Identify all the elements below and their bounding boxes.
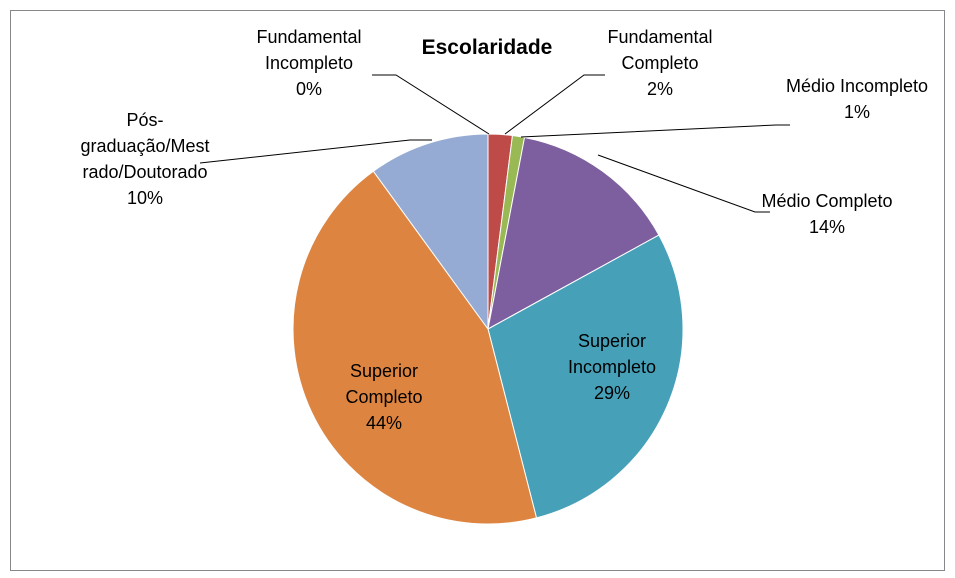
data-label: Superior Incompleto 29%	[537, 328, 687, 406]
slice-category: Médio Incompleto	[785, 76, 929, 96]
data-label: Pós-graduação/Mestrado/Doutorado 10%	[80, 107, 210, 211]
slice-category: Superior Incompleto	[567, 331, 657, 377]
slice-value: 29%	[593, 383, 631, 403]
slice-category: Superior Completo	[345, 361, 423, 407]
slice-category: Pós-graduação/Mestrado/Doutorado	[80, 110, 210, 182]
data-label: Médio Completo 14%	[752, 188, 902, 240]
slice-value: 1%	[843, 102, 870, 122]
leader-line	[372, 74, 490, 135]
pie-slice	[487, 136, 660, 330]
slice-value: 14%	[808, 217, 846, 237]
slice-category: Médio Completo	[761, 191, 893, 211]
leader-line	[199, 139, 432, 164]
slice-category: Fundamental Completo	[607, 27, 713, 73]
slice-category: Fundamental Incompleto	[256, 27, 362, 73]
pie-slice	[487, 234, 684, 519]
data-label: Médio Incompleto 1%	[782, 73, 932, 125]
slice-value: 10%	[126, 188, 164, 208]
chart-title: Escolaridade	[421, 36, 553, 59]
slice-value: 0%	[295, 79, 322, 99]
leader-line	[520, 124, 790, 138]
leader-line	[597, 154, 770, 213]
pie-slice	[372, 133, 489, 331]
chart-border	[10, 10, 945, 571]
data-label: Fundamental Incompleto 0%	[234, 24, 384, 102]
slice-value: 2%	[646, 79, 673, 99]
data-label: Fundamental Completo 2%	[585, 24, 735, 102]
data-label: Superior Completo 44%	[309, 358, 459, 436]
slice-value: 44%	[365, 413, 403, 433]
leader-line	[504, 74, 605, 135]
pie-slice	[292, 170, 538, 525]
